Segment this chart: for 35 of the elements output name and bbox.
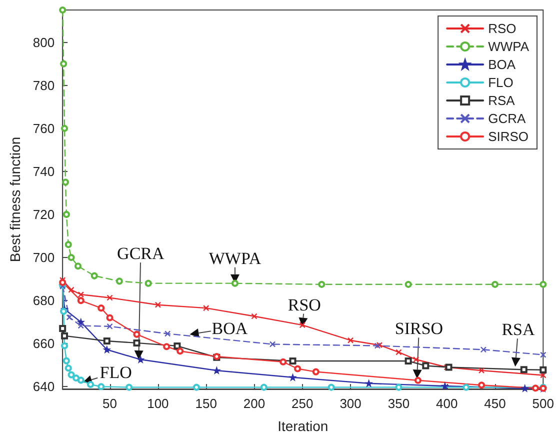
legend-label: SIRSO — [488, 129, 529, 144]
legend-label: BOA — [488, 57, 516, 72]
x-tick-label: 300 — [340, 396, 362, 411]
x-tick-label: 350 — [388, 396, 410, 411]
x-tick-label: 450 — [484, 396, 506, 411]
legend-label: RSO — [488, 21, 516, 36]
y-tick-label: 680 — [32, 293, 55, 308]
y-tick-label: 660 — [32, 336, 55, 352]
legend-label: WWPA — [488, 39, 530, 54]
legend-label: RSA — [488, 93, 516, 108]
legend-label: GCRA — [488, 111, 526, 126]
y-tick-label: 800 — [32, 34, 55, 50]
y-axis-title: Best fitness function — [7, 136, 23, 262]
annotation: FLO — [100, 362, 132, 382]
annotation: WWPA — [208, 248, 262, 268]
annotation: SIRSO — [394, 319, 444, 338]
y-tick-label: 780 — [32, 78, 55, 93]
x-tick-label: 50 — [102, 396, 118, 411]
legend-label: FLO — [488, 75, 514, 90]
y-tick-label: 700 — [32, 250, 55, 265]
x-tick-label: 250 — [292, 396, 314, 411]
annotation: BOA — [212, 318, 248, 338]
y-tick-label: 740 — [32, 164, 55, 179]
x-tick-label: 400 — [436, 396, 458, 411]
annotation: RSA — [502, 320, 536, 340]
x-tick-label: 150 — [195, 396, 217, 411]
annotation: GCRA — [117, 244, 166, 264]
annotation: RSO — [288, 295, 321, 314]
x-tick-label: 200 — [243, 396, 266, 411]
y-tick-label: 760 — [32, 120, 55, 136]
x-tick-label: 500 — [532, 396, 554, 411]
y-tick-label: 640 — [32, 379, 55, 394]
x-axis-title: Iteration — [278, 418, 328, 434]
x-tick-label: 100 — [147, 396, 169, 411]
y-tick-label: 720 — [32, 206, 55, 222]
